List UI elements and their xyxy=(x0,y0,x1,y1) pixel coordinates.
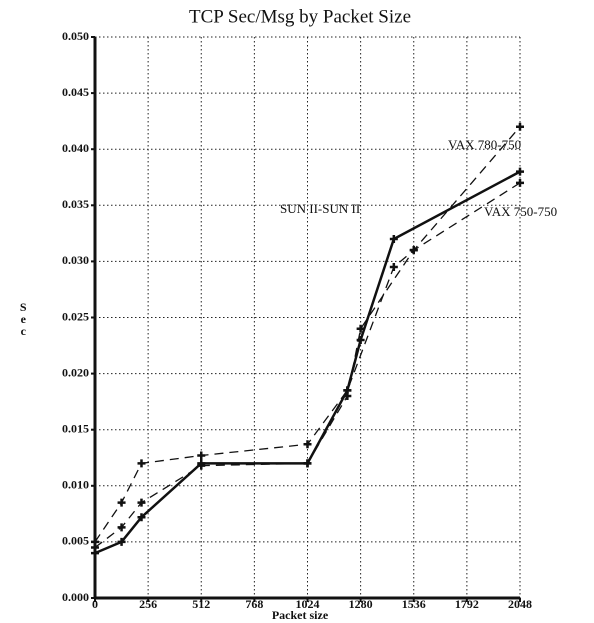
x-tick-label: 768 xyxy=(245,597,263,611)
x-tick-label: 1280 xyxy=(349,597,373,611)
y-tick-label: 0.000 xyxy=(62,590,89,604)
y-tick-label: 0.005 xyxy=(62,534,89,548)
chart-title: TCP Sec/Msg by Packet Size xyxy=(189,6,411,27)
y-axis-label: Sec xyxy=(16,300,30,336)
marker xyxy=(91,543,99,552)
marker xyxy=(117,498,126,507)
marker xyxy=(137,498,146,507)
marker xyxy=(117,537,126,546)
marker xyxy=(117,523,126,532)
x-tick-label: 0 xyxy=(92,597,98,611)
x-tick-label: 2048 xyxy=(508,597,532,611)
marker xyxy=(409,246,418,255)
series-label: SUN II-SUN II xyxy=(280,201,360,216)
x-tick-label: 1536 xyxy=(402,597,426,611)
marker xyxy=(356,324,365,333)
marker xyxy=(303,459,312,468)
series-label: VAX 750-750 xyxy=(484,204,557,219)
marker xyxy=(516,178,524,187)
marker xyxy=(303,440,312,449)
marker xyxy=(389,263,398,272)
x-tick-label: 1024 xyxy=(296,597,320,611)
x-tick-label: 256 xyxy=(139,597,157,611)
marker xyxy=(516,167,524,176)
marker xyxy=(389,234,398,243)
y-tick-label: 0.010 xyxy=(62,478,89,492)
y-tick-label: 0.050 xyxy=(62,29,89,43)
x-tick-label: 1792 xyxy=(455,597,479,611)
marker xyxy=(343,392,352,401)
y-tick-label: 0.040 xyxy=(62,141,89,155)
y-tick-label: 0.030 xyxy=(62,253,89,267)
marker xyxy=(516,122,524,131)
series-label: VAX 780-750 xyxy=(448,137,521,152)
y-tick-label: 0.035 xyxy=(62,197,89,211)
marker xyxy=(197,451,206,460)
y-tick-label: 0.020 xyxy=(62,365,89,379)
x-axis-label: Packet size xyxy=(272,608,329,622)
marker xyxy=(137,513,146,522)
marker xyxy=(137,459,146,468)
x-tick-label: 512 xyxy=(192,597,210,611)
y-tick-label: 0.025 xyxy=(62,309,89,323)
marker xyxy=(197,461,206,470)
y-tick-label: 0.015 xyxy=(62,421,89,435)
y-tick-label: 0.045 xyxy=(62,85,89,99)
